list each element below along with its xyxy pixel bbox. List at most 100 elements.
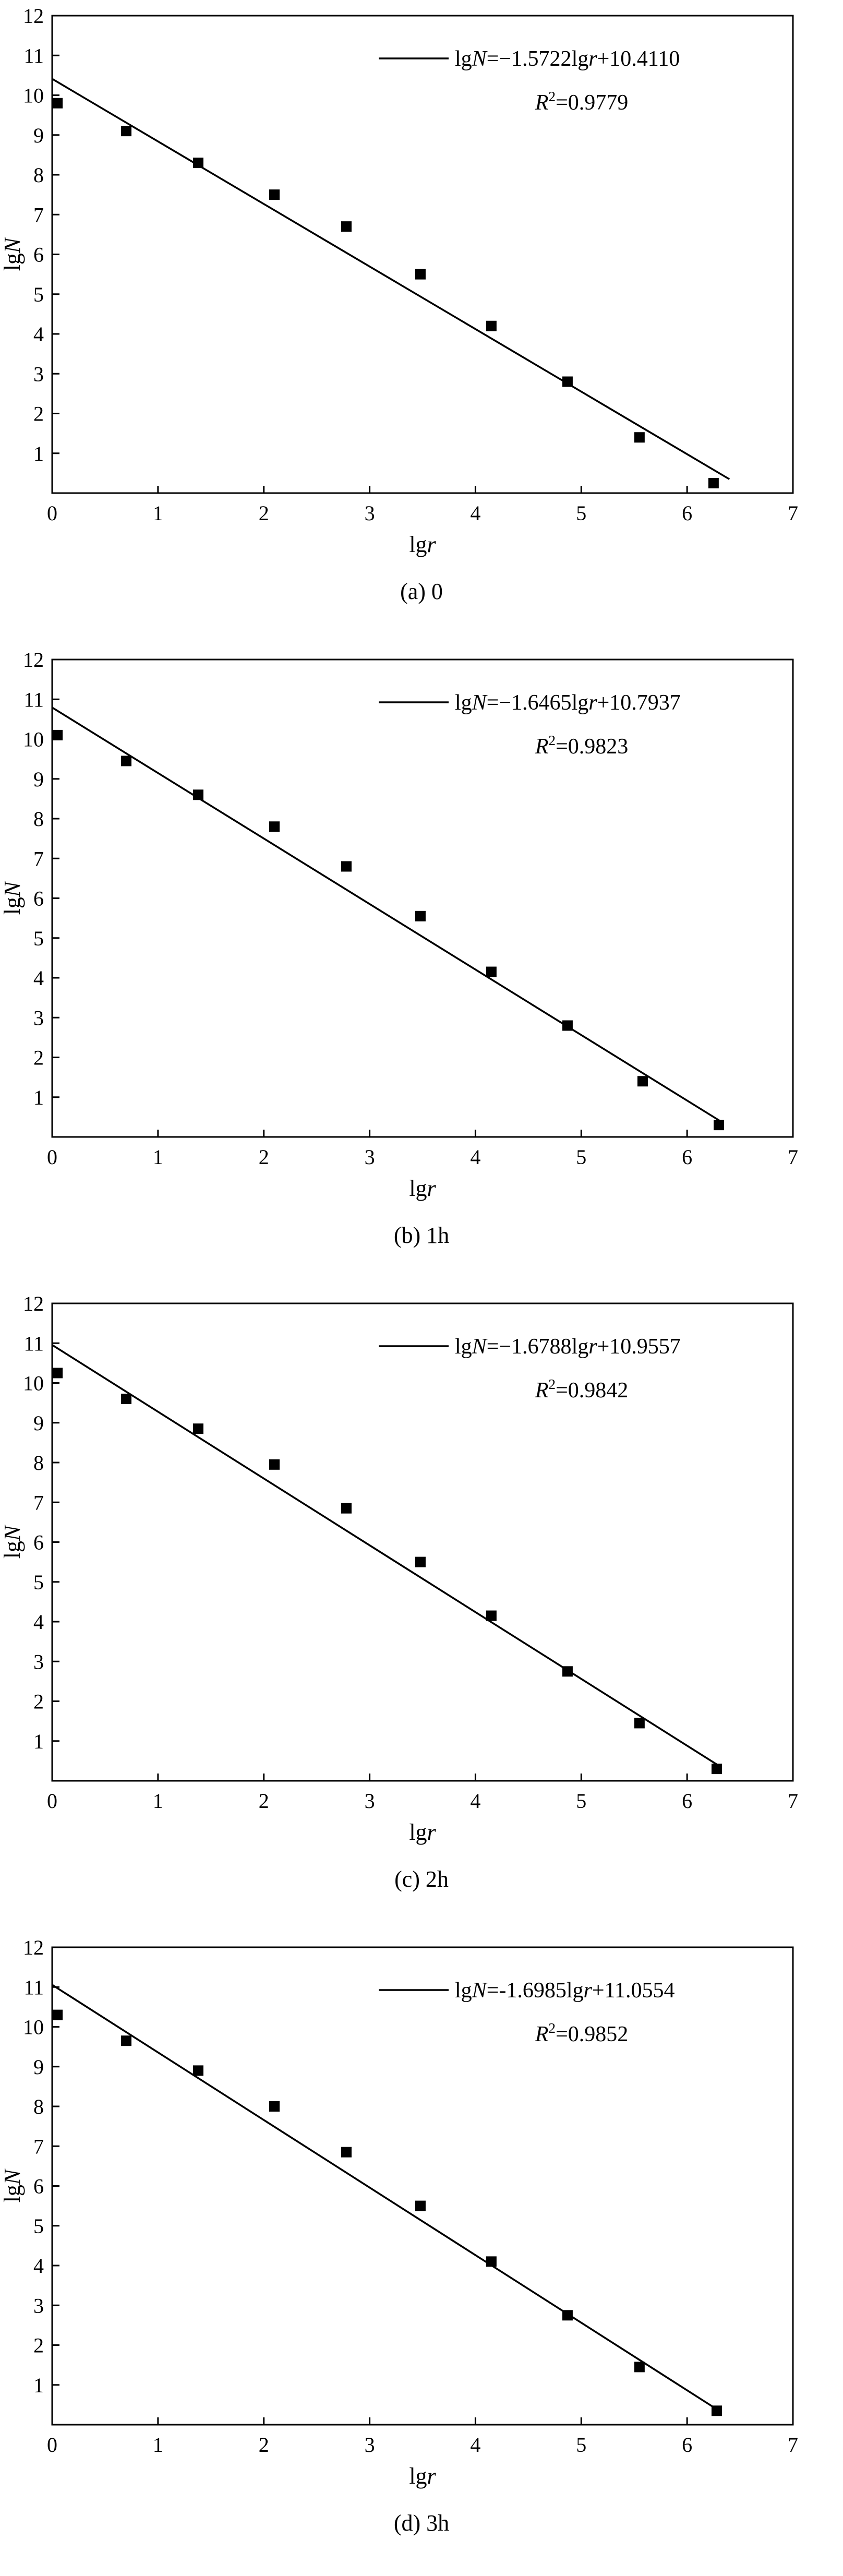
x-tick-label: 6 — [682, 501, 692, 525]
x-tick-label: 5 — [576, 2433, 586, 2457]
y-tick-label: 4 — [33, 966, 44, 990]
data-point — [415, 2200, 426, 2211]
data-point — [192, 2065, 203, 2076]
y-tick-label: 9 — [33, 1411, 44, 1435]
x-tick-label: 7 — [788, 501, 798, 525]
x-tick-label: 0 — [47, 2433, 57, 2457]
x-tick-label: 5 — [576, 501, 586, 525]
y-tick-label: 8 — [33, 1451, 44, 1475]
x-axis-label: lgr — [409, 2463, 436, 2489]
chart-c: 0 1 2 3 4 5 6 7 1 2 3 4 5 6 7 8 9 10 11 12 lgN=−1.6788lgr+10… — [0, 1288, 843, 1932]
chart-c-plot: 0 1 2 3 4 5 6 7123456789101112lgN=−1.6788lgr+10… — [0, 1292, 798, 1845]
y-tick-label: 2 — [33, 1046, 44, 1070]
data-point — [562, 2310, 573, 2321]
y-tick-label: 10 — [23, 728, 44, 751]
y-axis-label: lgN — [0, 1524, 25, 1559]
y-axis-label: lgN — [0, 236, 25, 271]
x-tick-label: 0 — [47, 501, 57, 525]
chart-d: 0 1 2 3 4 5 6 7 1 2 3 4 5 6 7 8 9 10 11 12 lgN=-1.6985lgr+11… — [0, 1932, 843, 2575]
y-tick-label: 9 — [33, 2055, 44, 2079]
x-tick-label: 5 — [576, 1145, 586, 1169]
x-tick-label: 1 — [153, 2433, 163, 2457]
data-point — [562, 1666, 573, 1677]
y-tick-label: 9 — [33, 768, 44, 791]
legend-r-squared: R2=0.9823 — [535, 733, 629, 759]
plot-border — [51, 1946, 794, 2426]
y-axis-label: lgN — [0, 880, 25, 915]
x-tick-label: 7 — [788, 1789, 798, 1813]
y-tick-label: 10 — [23, 1372, 44, 1395]
y-tick-label: 12 — [23, 648, 44, 672]
chart-b-caption: (b) 1h — [393, 1223, 450, 1248]
y-tick-label: 4 — [33, 1610, 44, 1634]
y-tick-label: 7 — [33, 847, 44, 870]
data-point — [52, 98, 63, 109]
data-point — [711, 2405, 722, 2416]
x-tick-label: 1 — [153, 1145, 163, 1169]
y-tick-label: 3 — [33, 362, 44, 386]
y-tick-label: 9 — [33, 124, 44, 147]
chart-a: 0 1 2 3 4 5 6 7 1 2 3 4 5 6 7 8 9 10 11 12 lgN=−1.5722lgr+10… — [0, 0, 843, 644]
x-tick-label: 4 — [470, 501, 480, 525]
y-tick-label: 5 — [33, 1571, 44, 1594]
data-point — [341, 861, 352, 872]
y-tick-label: 3 — [33, 1006, 44, 1029]
data-point — [52, 729, 63, 740]
data-point — [341, 2147, 352, 2158]
y-tick-label: 11 — [23, 688, 44, 711]
data-point — [341, 221, 352, 232]
y-tick-label: 6 — [33, 1531, 44, 1554]
y-tick-label: 6 — [33, 2175, 44, 2198]
x-tick-label: 4 — [470, 1789, 480, 1813]
x-tick-label: 4 — [470, 1145, 480, 1169]
data-point — [192, 789, 203, 800]
x-tick-label: 2 — [259, 1789, 269, 1813]
data-point — [486, 2256, 497, 2267]
data-point — [562, 1020, 573, 1031]
data-point — [562, 376, 573, 387]
y-tick-label: 3 — [33, 2294, 44, 2317]
plot-border — [51, 658, 794, 1138]
y-tick-label: 12 — [23, 1292, 44, 1315]
y-tick-label: 7 — [33, 203, 44, 226]
x-tick-label: 6 — [682, 2433, 692, 2457]
x-tick-label: 2 — [259, 1145, 269, 1169]
legend-r-squared: R2=0.9852 — [535, 2020, 629, 2046]
data-point — [415, 910, 426, 921]
chart-b-plot: 0 1 2 3 4 5 6 7123456789101112lgN=−1.6465lgr+10… — [0, 648, 798, 1201]
chart-d-caption: (d) 3h — [393, 2510, 450, 2536]
y-tick-label: 4 — [33, 322, 44, 346]
x-tick-label: 6 — [682, 1789, 692, 1813]
data-point — [192, 158, 203, 169]
data-point — [52, 2009, 63, 2020]
y-tick-label: 10 — [23, 2016, 44, 2039]
y-tick-label: 2 — [33, 2334, 44, 2357]
chart-a-caption: (a) 0 — [400, 579, 443, 604]
y-tick-label: 12 — [23, 1936, 44, 1959]
y-axis-label: lgN — [0, 2168, 25, 2202]
data-point — [121, 756, 131, 766]
data-point — [486, 1610, 497, 1621]
data-point — [121, 126, 131, 137]
y-tick-label: 8 — [33, 163, 44, 187]
data-point — [708, 477, 719, 488]
legend-r-squared: R2=0.9842 — [535, 1376, 629, 1403]
x-tick-label: 1 — [153, 501, 163, 525]
data-point — [269, 1459, 280, 1470]
y-tick-label: 7 — [33, 2135, 44, 2158]
data-point — [52, 1368, 63, 1379]
y-tick-label: 1 — [33, 1730, 44, 1753]
legend-equation: lgN=−1.6465lgr+10.7937 — [455, 691, 681, 715]
x-tick-label: 0 — [47, 1145, 57, 1169]
x-tick-label: 0 — [47, 1789, 57, 1813]
x-tick-label: 1 — [153, 1789, 163, 1813]
x-axis-label: lgr — [409, 1176, 436, 1201]
plot-border — [51, 1302, 794, 1782]
y-tick-label: 2 — [33, 1690, 44, 1714]
data-point — [415, 269, 426, 280]
x-tick-label: 5 — [576, 1789, 586, 1813]
chart-c-caption: (c) 2h — [394, 1866, 449, 1892]
data-point — [634, 432, 645, 443]
data-point — [269, 821, 280, 832]
y-tick-label: 3 — [33, 1650, 44, 1673]
